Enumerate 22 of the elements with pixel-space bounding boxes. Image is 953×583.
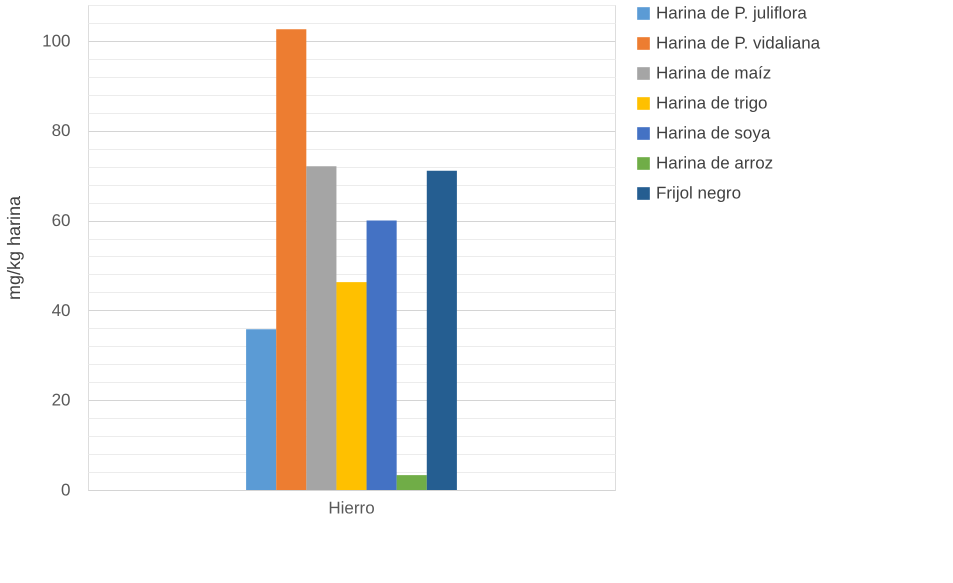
y-tick-label: 0 [61, 480, 70, 500]
y-tick-label: 100 [42, 31, 70, 50]
y-tick-label: 80 [52, 121, 70, 140]
legend-label: Harina de trigo [656, 94, 768, 112]
bar [276, 29, 306, 490]
legend-label: Frijol negro [656, 184, 742, 202]
y-axis-title: mg/kg harina [4, 194, 24, 300]
legend-label: Harina de maíz [656, 64, 772, 82]
bar [306, 166, 336, 490]
x-tick-label: Hierro [328, 498, 375, 518]
bar [336, 282, 367, 490]
legend-label: Harina de P. vidaliana [656, 34, 821, 52]
y-tick-label: 40 [52, 300, 70, 320]
bar [426, 170, 457, 490]
bar [396, 475, 427, 490]
legend-label: Harina de soya [656, 124, 771, 142]
bar [366, 220, 397, 490]
legend-label: Harina de P. juliflora [656, 4, 808, 22]
y-tick-label: 60 [52, 211, 70, 230]
legend-label: Harina de arroz [656, 154, 774, 172]
y-tick-label: 20 [52, 390, 70, 410]
bar [246, 329, 276, 490]
